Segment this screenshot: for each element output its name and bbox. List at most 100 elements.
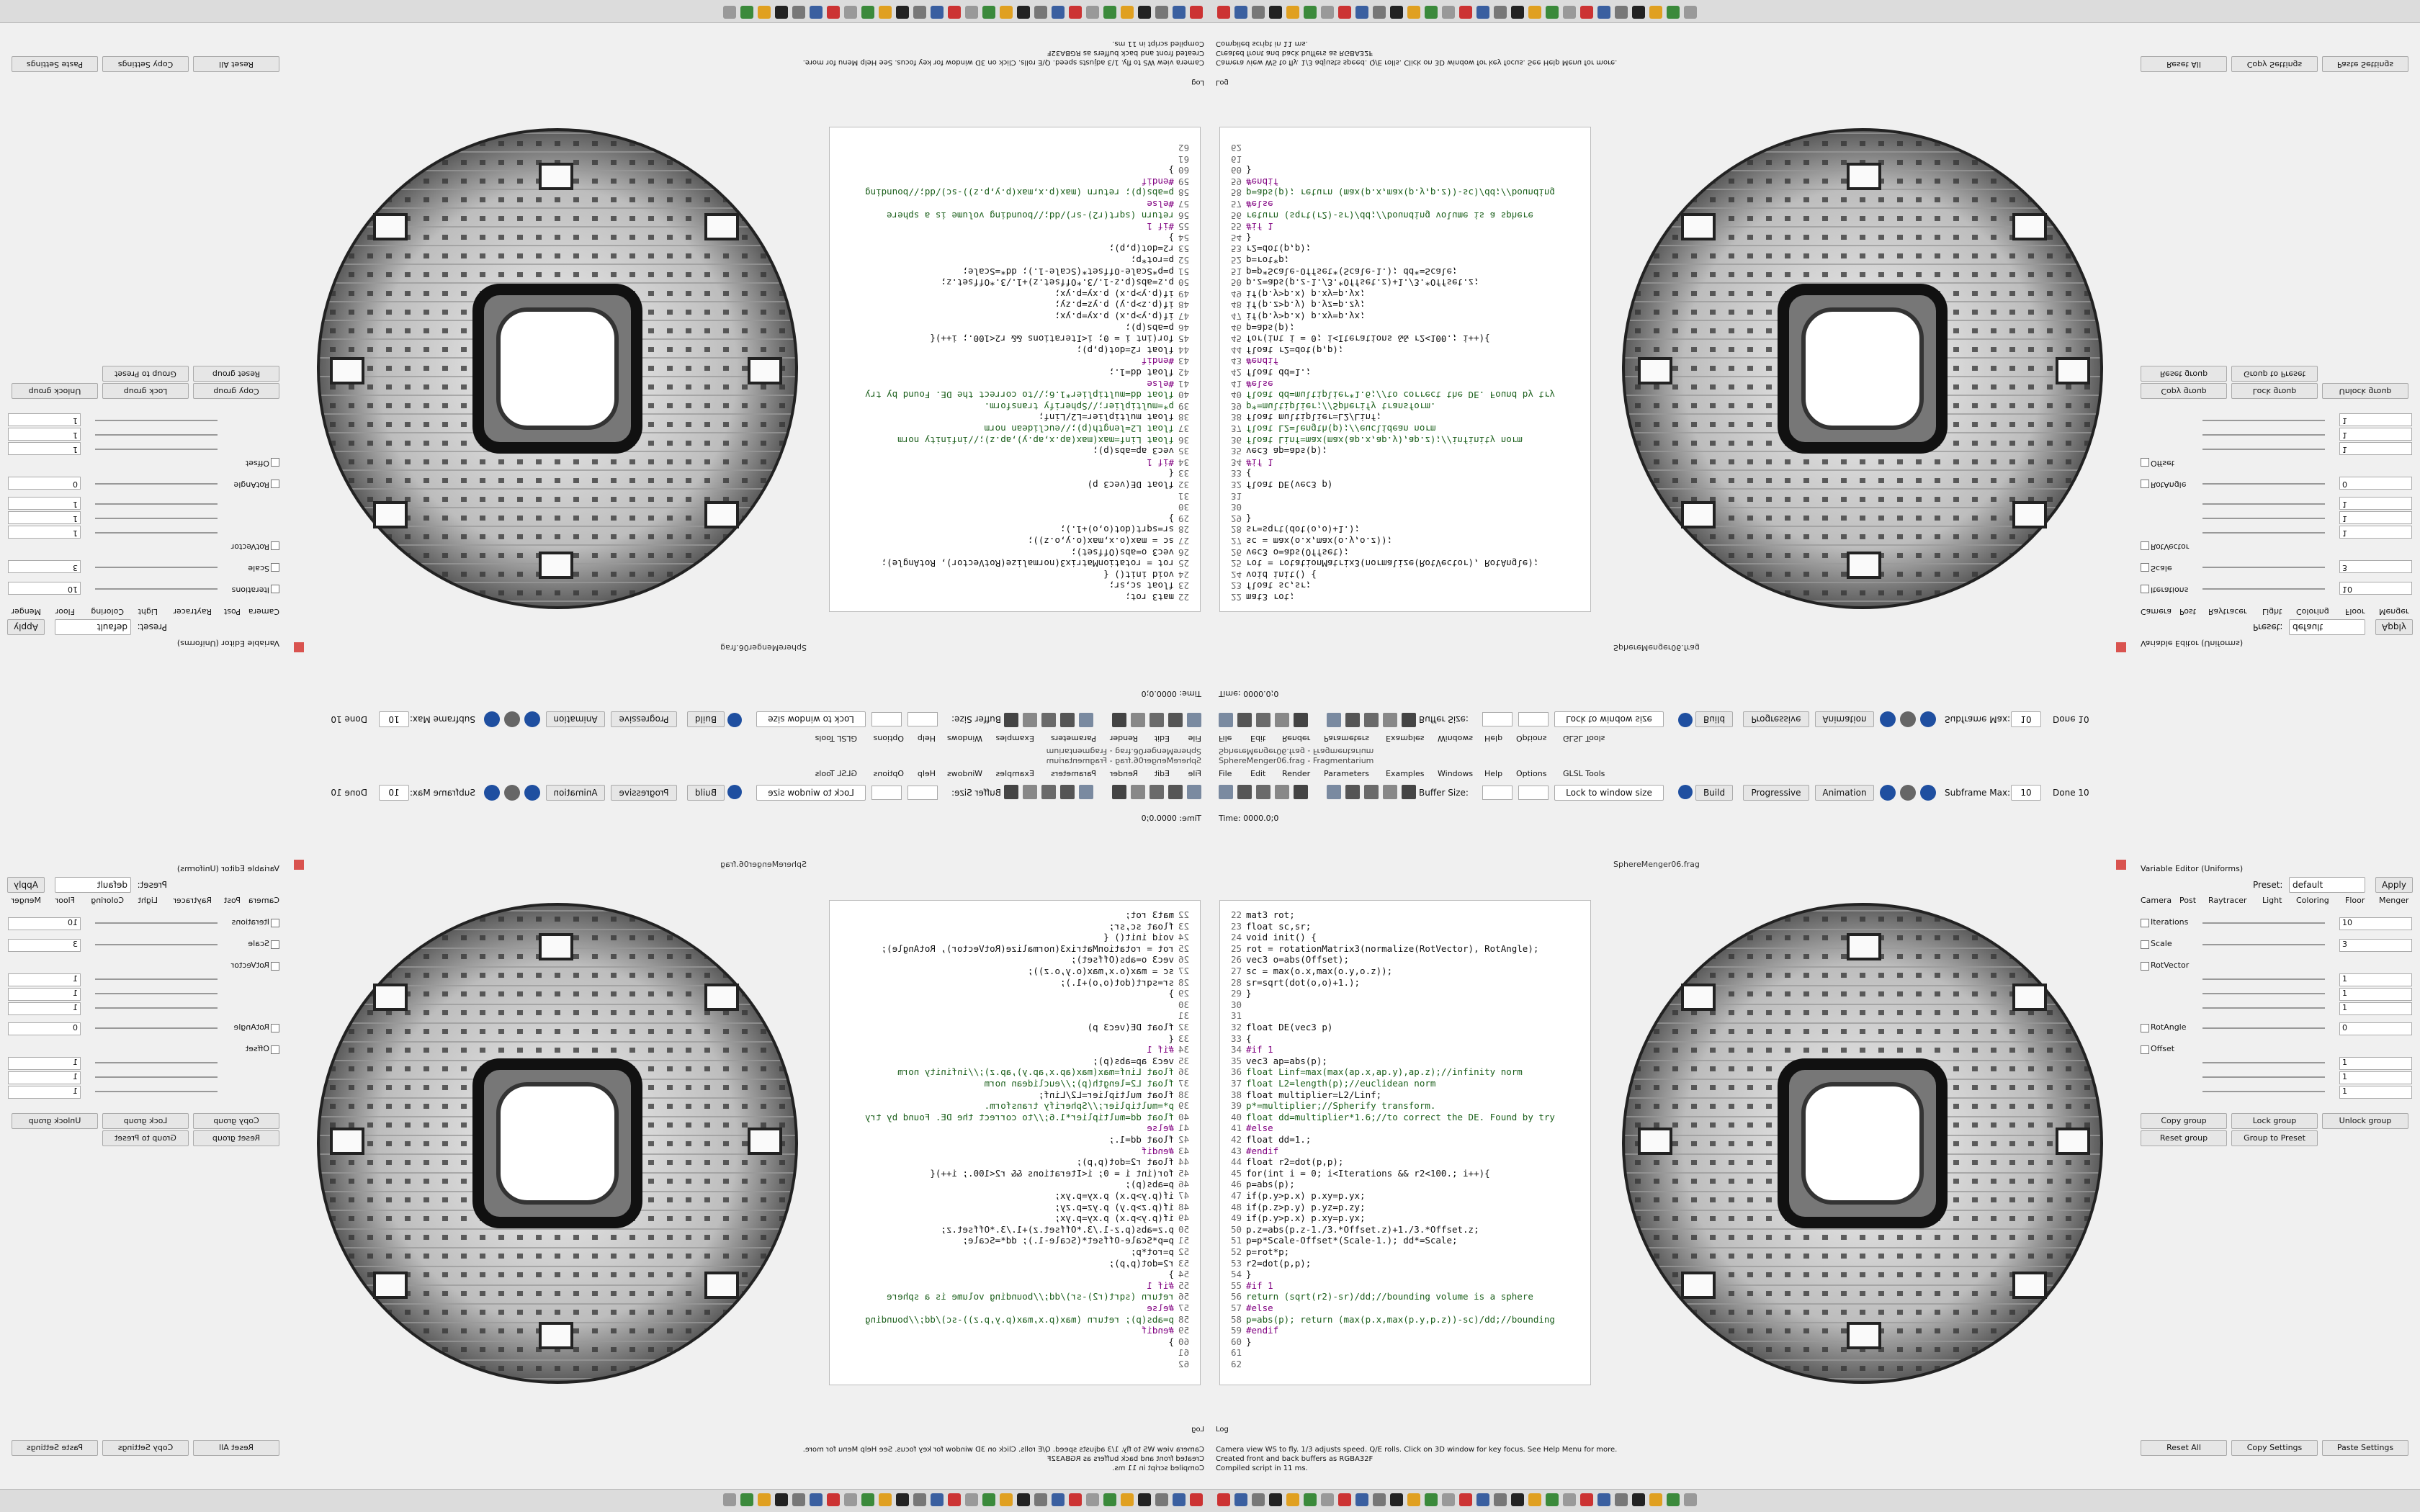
group-button[interactable]: Unlock group (2322, 1113, 2408, 1129)
slider-track[interactable] (2202, 434, 2325, 436)
playback-button[interactable] (524, 711, 540, 727)
taskbar-icon[interactable] (1000, 1493, 1013, 1506)
playback-button[interactable] (1900, 711, 1916, 727)
taskbar-icon[interactable] (1649, 1493, 1662, 1506)
build-button[interactable]: Build (1695, 711, 1733, 727)
menu-item[interactable]: File (1188, 769, 1201, 778)
group-button[interactable]: Reset group (193, 366, 279, 382)
menu-item[interactable]: Windows (1438, 734, 1474, 743)
code-editor[interactable]: 22 mat3 rot; 23 float sc,sr; 24 void init() {… (1219, 127, 1591, 612)
taskbar-icon[interactable] (1017, 1493, 1030, 1506)
taskbar-icon[interactable] (931, 6, 944, 19)
taskbar-icon[interactable] (1580, 1493, 1593, 1506)
slider-track[interactable] (95, 532, 218, 534)
playback-button[interactable] (504, 711, 520, 727)
buffer-size-input[interactable] (871, 712, 902, 726)
taskbar-icon[interactable] (1217, 6, 1230, 19)
menu-item[interactable]: Edit (1250, 734, 1266, 743)
taskbar-icon[interactable] (1121, 6, 1134, 19)
menu-item[interactable]: Options (873, 734, 904, 743)
taskbar-icon[interactable] (1684, 1493, 1697, 1506)
file-tab[interactable]: SphereMenger06.frag (1613, 643, 1700, 652)
build-icon[interactable] (727, 785, 742, 799)
slider-track[interactable] (2202, 1076, 2325, 1078)
param-tab[interactable]: Coloring (91, 896, 124, 905)
menu-item[interactable]: Render (1282, 734, 1311, 743)
param-tab[interactable]: Light (138, 896, 158, 905)
taskbar-icon[interactable] (1563, 1493, 1576, 1506)
apply-button[interactable]: Apply (2375, 877, 2413, 893)
buffer-size-input[interactable] (908, 786, 938, 800)
taskbar-icon[interactable] (1086, 6, 1099, 19)
param-tab[interactable]: Coloring (2296, 607, 2329, 616)
toolbar-icon[interactable] (1060, 713, 1075, 727)
animation-button[interactable]: Animation (1815, 785, 1874, 801)
lock-checkbox[interactable] (2141, 1024, 2149, 1032)
taskbar-icon[interactable] (1597, 1493, 1610, 1506)
taskbar-icon[interactable] (948, 6, 961, 19)
toolbar-icon[interactable] (1150, 785, 1164, 799)
taskbar-icon[interactable] (1252, 6, 1265, 19)
menu-item[interactable]: Help (1484, 734, 1503, 743)
param-tab[interactable]: Coloring (2296, 896, 2329, 905)
progressive-button[interactable]: Progressive (611, 711, 677, 727)
taskbar-icon[interactable] (1528, 6, 1541, 19)
toolbar-icon[interactable] (1219, 713, 1233, 727)
taskbar-icon[interactable] (1684, 6, 1697, 19)
taskbar-icon[interactable] (1511, 1493, 1524, 1506)
param-tab[interactable]: Floor (2345, 896, 2365, 905)
param-tab[interactable]: Camera (2141, 896, 2172, 905)
lock-dropdown[interactable]: Lock to window size (1554, 711, 1664, 727)
apply-button[interactable]: Apply (7, 877, 45, 893)
value-box[interactable]: 0 (8, 477, 81, 490)
taskbar-icon[interactable] (1649, 6, 1662, 19)
taskbar-icon[interactable] (1086, 1493, 1099, 1506)
slider-track[interactable] (95, 449, 218, 450)
value-box[interactable]: 1 (2339, 1086, 2412, 1099)
lock-checkbox[interactable] (271, 962, 279, 971)
taskbar-icon[interactable] (1459, 6, 1472, 19)
slider-track[interactable] (95, 1076, 218, 1078)
code-editor[interactable]: 22 mat3 rot; 23 float sc,sr; 24 void init() {… (829, 127, 1201, 612)
param-tab[interactable]: Coloring (91, 607, 124, 616)
bottom-button[interactable]: Copy Settings (102, 1440, 189, 1456)
value-box[interactable]: 1 (2339, 973, 2412, 986)
bottom-button[interactable]: Reset All (193, 1440, 279, 1456)
menu-item[interactable]: Help (917, 769, 936, 778)
group-button[interactable]: Unlock group (12, 1113, 98, 1129)
value-box[interactable]: 1 (2339, 1002, 2412, 1015)
taskbar-icon[interactable] (758, 1493, 771, 1506)
param-tab[interactable]: Raytracer (2208, 607, 2247, 616)
taskbar-icon[interactable] (982, 1493, 995, 1506)
preset-dropdown[interactable]: default (2289, 619, 2365, 635)
playback-button[interactable] (484, 711, 500, 727)
taskbar-icon[interactable] (1528, 1493, 1541, 1506)
toolbar-icon[interactable] (1327, 785, 1341, 799)
tab-close[interactable] (2116, 860, 2126, 870)
taskbar-icon[interactable] (1052, 6, 1065, 19)
group-button[interactable]: Reset group (2141, 366, 2227, 382)
slider-track[interactable] (2202, 588, 2325, 590)
value-box[interactable]: 1 (8, 442, 81, 455)
taskbar-icon[interactable] (810, 1493, 823, 1506)
taskbar-icon[interactable] (896, 1493, 909, 1506)
menu-item[interactable]: Examples (995, 769, 1034, 778)
lock-checkbox[interactable] (271, 1045, 279, 1054)
taskbar-icon[interactable] (827, 6, 840, 19)
taskbar-icon[interactable] (792, 6, 805, 19)
slider-track[interactable] (2202, 449, 2325, 450)
slider-track[interactable] (95, 944, 218, 945)
taskbar-icon[interactable] (1121, 1493, 1134, 1506)
param-tab[interactable]: Post (2179, 607, 2197, 616)
lock-checkbox[interactable] (2141, 480, 2149, 488)
value-box[interactable]: 0 (2339, 1022, 2412, 1035)
value-box[interactable]: 0 (2339, 477, 2412, 490)
playback-button[interactable] (1920, 711, 1936, 727)
taskbar-icon[interactable] (1373, 6, 1386, 19)
value-box[interactable]: 3 (8, 939, 81, 952)
subframe-input[interactable]: 10 (379, 785, 409, 801)
taskbar-icon[interactable] (1103, 6, 1116, 19)
toolbar-icon[interactable] (1364, 713, 1379, 727)
toolbar-icon[interactable] (1150, 713, 1164, 727)
tab-close[interactable] (2116, 642, 2126, 652)
